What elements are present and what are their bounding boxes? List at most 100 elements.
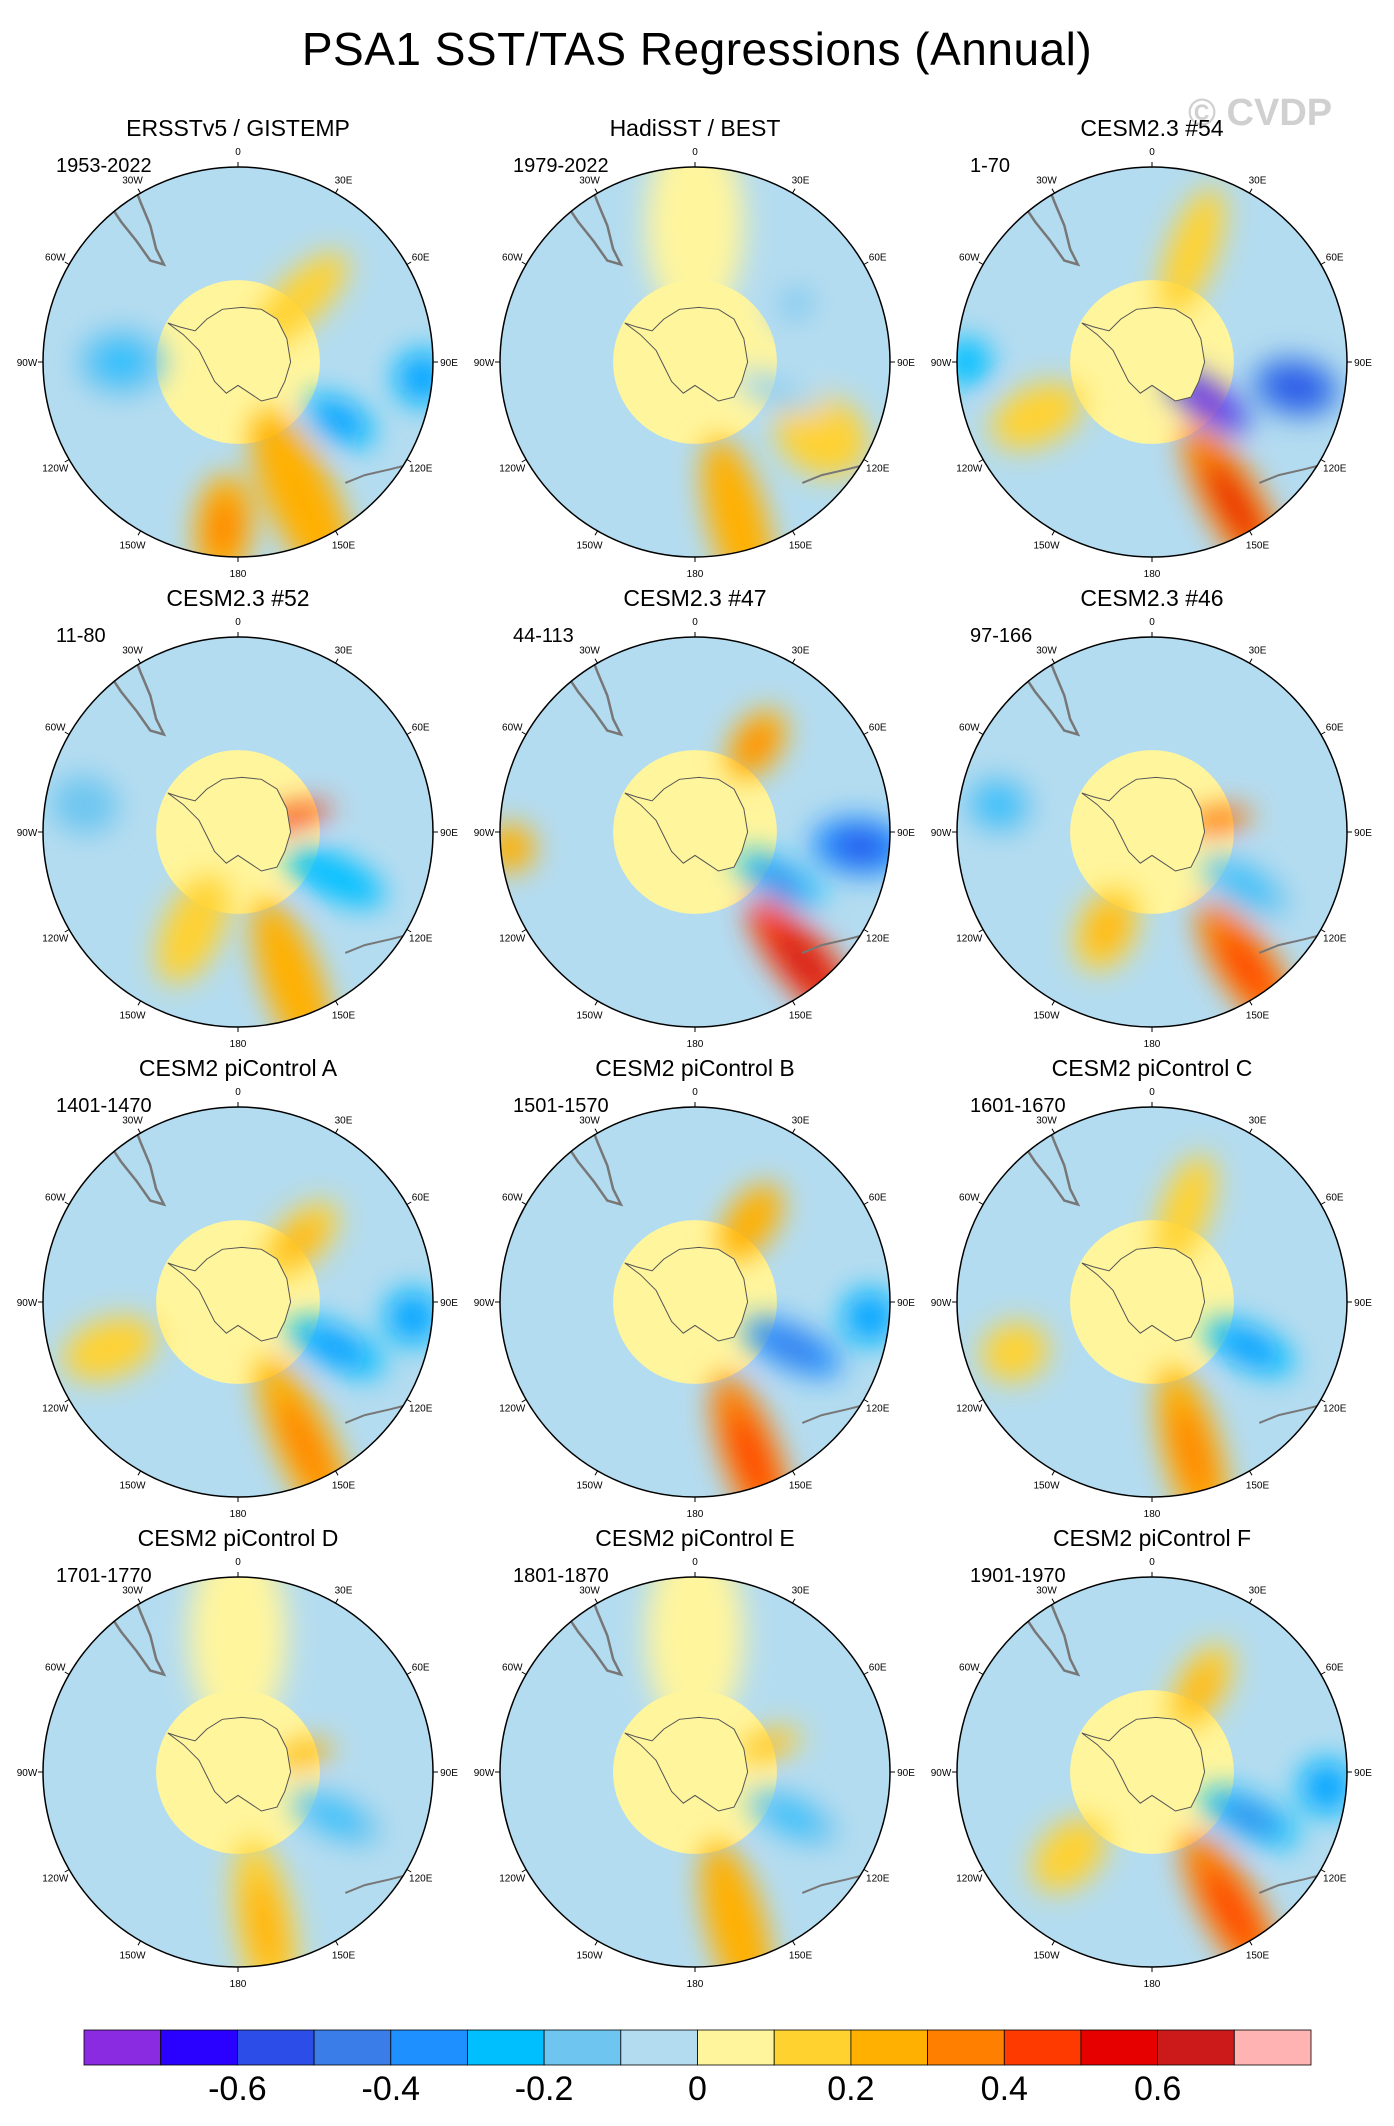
longitude-label: 150W xyxy=(576,1951,603,1962)
longitude-label: 90E xyxy=(440,828,458,839)
anomaly-core xyxy=(287,1747,320,1762)
anomaly-core xyxy=(307,861,363,894)
longitude-label: 180 xyxy=(230,1509,247,1520)
longitude-label: 150E xyxy=(789,1951,813,1962)
longitude-tick xyxy=(137,1940,141,1946)
longitude-label: 150W xyxy=(119,1011,146,1022)
longitude-label: 30E xyxy=(792,1585,810,1596)
anomaly-core xyxy=(1184,383,1231,419)
anomaly-core xyxy=(273,273,327,327)
longitude-tick xyxy=(1320,1201,1326,1205)
panel-title: CESM2 piControl C xyxy=(1051,1055,1253,1081)
longitude-tick xyxy=(64,261,70,265)
longitude-tick xyxy=(521,1399,527,1403)
longitude-label: 30W xyxy=(122,1585,143,1596)
longitude-label: 180 xyxy=(230,569,247,580)
colorbar-swatch xyxy=(390,2029,468,2066)
longitude-tick xyxy=(1249,530,1253,536)
longitude-tick xyxy=(1249,1940,1253,1946)
polar-map: 0 30E 60E 90E 120E 150E 180 150W 120W 90W 60W 30W xyxy=(474,1557,916,1990)
longitude-tick xyxy=(521,459,527,463)
longitude-tick xyxy=(594,658,598,664)
longitude-tick xyxy=(792,1000,796,1006)
antarctica-outline xyxy=(167,306,292,402)
panel-period: 1901-1970 xyxy=(970,1565,1066,1587)
longitude-tick xyxy=(64,1399,70,1403)
longitude-label: 60E xyxy=(869,253,887,264)
anomaly-core xyxy=(1271,372,1321,403)
panel-period: 1-70 xyxy=(970,155,1011,177)
antarctica-outline xyxy=(624,1246,749,1342)
longitude-label: 180 xyxy=(1144,569,1161,580)
longitude-tick xyxy=(1320,459,1326,463)
longitude-label: 150E xyxy=(1246,1951,1270,1962)
longitude-tick xyxy=(1249,188,1253,194)
anomaly-core xyxy=(995,1336,1034,1368)
longitude-tick xyxy=(406,731,412,735)
longitude-label: 30W xyxy=(579,645,600,656)
longitude-tick xyxy=(594,1470,598,1476)
longitude-label: 150W xyxy=(119,541,146,552)
longitude-tick xyxy=(1320,1671,1326,1675)
longitude-tick xyxy=(406,1869,412,1873)
anomaly-core xyxy=(396,1302,430,1332)
longitude-label: 180 xyxy=(687,1979,704,1990)
longitude-label: 120E xyxy=(409,464,433,475)
map-panel: CESM2 piControl D 1701-1770 0 30E 60E 90E 120E… xyxy=(17,1525,459,1995)
anomaly-core xyxy=(279,1397,333,1497)
colorbar-tick-label: -0.4 xyxy=(361,2070,421,2108)
longitude-label: 150E xyxy=(332,1481,356,1492)
antarctica-outline xyxy=(624,306,749,402)
longitude-tick xyxy=(1051,1598,1055,1604)
longitude-label: 90W xyxy=(17,1298,38,1309)
longitude-tick xyxy=(863,731,869,735)
colorbar-swatch xyxy=(1003,2029,1082,2066)
longitude-label: 90E xyxy=(440,1298,458,1309)
colorbar-swatch xyxy=(83,2029,162,2066)
longitude-label: 60E xyxy=(412,253,430,264)
longitude-label: 30W xyxy=(1036,645,1057,656)
polar-map: 0 30E 60E 90E 120E 150E 180 150W 120W 90W 60W 30W xyxy=(931,1557,1373,1990)
longitude-tick xyxy=(792,1940,796,1946)
colorbar-swatch xyxy=(1080,2029,1159,2066)
antarctica-outline xyxy=(167,1716,292,1812)
longitude-label: 120W xyxy=(499,464,526,475)
anomaly-core xyxy=(796,413,848,457)
longitude-label: 120E xyxy=(1323,1874,1347,1885)
longitude-label: 180 xyxy=(230,1039,247,1050)
longitude-label: 120W xyxy=(956,1874,983,1885)
longitude-tick xyxy=(978,1671,984,1675)
longitude-label: 120E xyxy=(1323,464,1347,475)
longitude-label: 150W xyxy=(1033,1011,1060,1022)
longitude-label: 150E xyxy=(1246,541,1270,552)
panel-period: 97-166 xyxy=(970,625,1033,647)
longitude-tick xyxy=(978,261,984,265)
anomaly-core xyxy=(1173,1405,1212,1497)
panel-period: 1701-1770 xyxy=(56,1565,152,1587)
longitude-tick xyxy=(137,530,141,536)
longitude-label: 90E xyxy=(897,358,915,369)
anomaly-core xyxy=(1169,1179,1202,1242)
longitude-label: 90E xyxy=(897,1768,915,1779)
anomaly-core xyxy=(1049,1834,1090,1875)
longitude-label: 120W xyxy=(956,464,983,475)
anomaly-core xyxy=(718,474,757,557)
longitude-tick xyxy=(521,731,527,735)
anomaly-core xyxy=(670,1580,720,1691)
colorbar-swatch xyxy=(236,2029,315,2066)
longitude-tick xyxy=(1249,658,1253,664)
longitude-label: 120E xyxy=(866,464,890,475)
colorbar-swatch xyxy=(1157,2029,1235,2066)
panel-period: 1979-2022 xyxy=(513,155,609,177)
anomaly-core xyxy=(832,831,888,862)
longitude-tick xyxy=(406,1671,412,1675)
panel-period: 1501-1570 xyxy=(513,1095,609,1117)
colorbar-swatch xyxy=(313,2029,392,2066)
longitude-tick xyxy=(1320,261,1326,265)
map-panel: CESM2 piControl E 1801-1870 0 30E 60E 90E 120E… xyxy=(474,1525,916,1995)
antarctica-outline xyxy=(1081,306,1206,402)
antarctica-outline xyxy=(1081,1716,1206,1812)
map-panel: HadiSST / BEST 1979-2022 0 30E 60E 90E 120E 150… xyxy=(474,115,916,585)
longitude-tick xyxy=(594,1000,598,1006)
longitude-label: 120W xyxy=(42,1874,69,1885)
